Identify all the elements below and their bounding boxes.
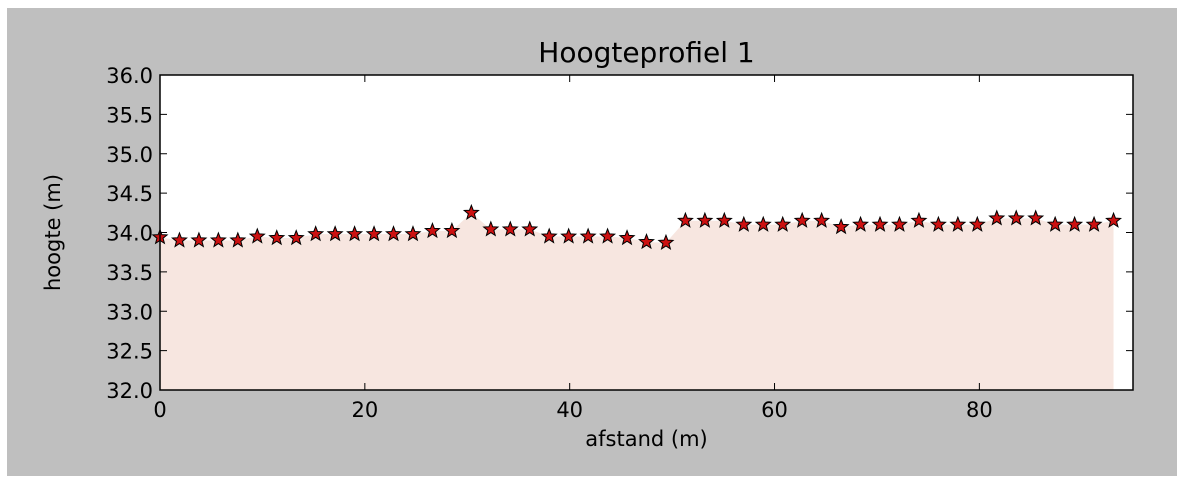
data-point <box>404 225 422 242</box>
data-point <box>676 211 694 228</box>
data-point <box>968 215 986 232</box>
data-point <box>832 218 850 235</box>
y-tick-label: 34.0 <box>106 222 153 246</box>
data-point <box>1066 215 1084 232</box>
chart-title: Hoogteprofiel 1 <box>538 36 754 69</box>
data-point <box>287 229 305 246</box>
y-tick-label: 33.0 <box>106 300 153 324</box>
data-point <box>346 225 364 242</box>
data-point <box>326 225 344 242</box>
data-point <box>268 229 286 246</box>
data-point <box>365 225 383 242</box>
data-point <box>599 227 617 244</box>
x-tick-label: 80 <box>966 398 993 422</box>
data-point <box>988 209 1006 226</box>
data-point <box>852 215 870 232</box>
area-layer <box>160 212 1114 390</box>
data-point <box>521 220 539 237</box>
x-axis: 0 20 40 60 80 <box>153 75 993 422</box>
data-point <box>1105 211 1122 228</box>
data-point <box>170 231 188 248</box>
x-axis-label: afstand (m) <box>585 427 707 451</box>
x-tick-label: 40 <box>556 398 583 422</box>
y-tick-label: 32.0 <box>106 379 153 403</box>
data-point <box>657 233 675 250</box>
data-point <box>813 211 831 228</box>
data-point <box>579 227 597 244</box>
data-point <box>385 225 402 242</box>
data-point <box>891 215 908 232</box>
data-point <box>209 231 227 248</box>
data-point <box>560 227 578 244</box>
data-point <box>793 211 811 228</box>
data-point <box>462 203 480 221</box>
y-tick-label: 34.5 <box>106 182 153 206</box>
data-point <box>1007 209 1025 226</box>
data-point <box>501 220 519 237</box>
data-point <box>423 222 441 239</box>
y-tick-label: 36.0 <box>106 64 153 88</box>
data-point <box>871 215 889 232</box>
data-point <box>638 233 655 250</box>
x-tick-label: 0 <box>153 398 166 422</box>
data-point <box>910 211 928 228</box>
y-axis: 32.0 32.5 33.0 33.5 34.0 34.5 35.0 35.5 36.0 <box>106 64 1133 403</box>
x-tick-label: 60 <box>761 398 788 422</box>
data-point <box>735 215 753 232</box>
marker-layer <box>151 203 1122 250</box>
data-point <box>540 227 558 244</box>
y-axis-label: hoogte (m) <box>41 174 65 291</box>
data-point <box>1046 215 1064 232</box>
data-point <box>443 222 461 239</box>
data-point <box>696 211 714 228</box>
data-point <box>248 227 266 244</box>
data-point <box>618 229 636 246</box>
data-point <box>715 211 733 228</box>
y-tick-label: 35.0 <box>106 143 153 167</box>
data-point <box>190 231 208 248</box>
elevation-chart: 0 20 40 60 80 32.0 32.5 33.0 33.5 34.0 34.5 35.0 35… <box>41 36 1134 451</box>
data-point <box>774 215 792 232</box>
data-point <box>929 215 947 232</box>
y-tick-label: 33.5 <box>106 261 153 285</box>
y-tick-label: 35.5 <box>106 103 153 127</box>
data-point <box>949 215 967 232</box>
x-tick-label: 20 <box>351 398 378 422</box>
chart-figure: 0 20 40 60 80 32.0 32.5 33.0 33.5 34.0 34.5 35.0 35… <box>7 8 1177 476</box>
elevation-area <box>160 212 1114 390</box>
data-point <box>307 225 325 242</box>
data-point <box>1085 215 1103 232</box>
data-point <box>482 220 500 237</box>
y-tick-label: 32.5 <box>106 340 153 364</box>
data-point <box>754 215 772 232</box>
data-point <box>229 231 247 248</box>
data-point <box>1027 209 1045 226</box>
